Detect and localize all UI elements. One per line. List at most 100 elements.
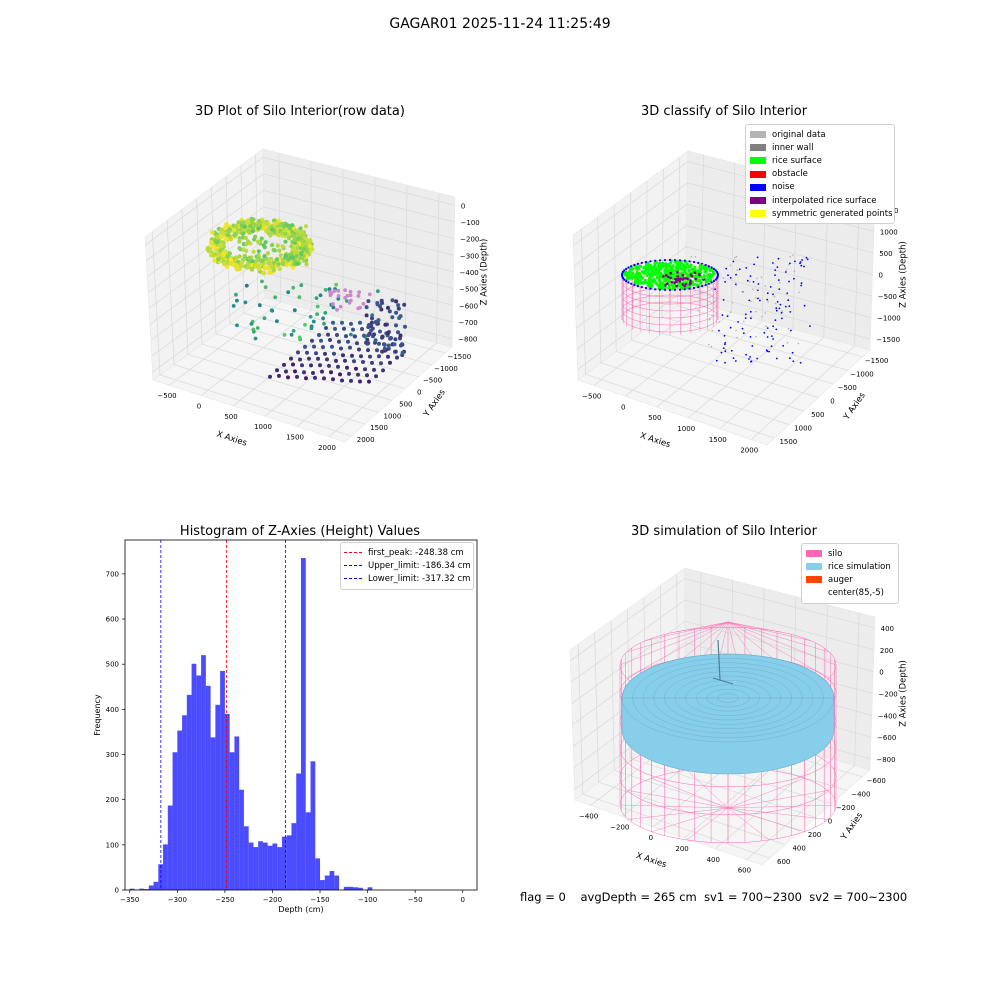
chart2-rice-point <box>646 272 650 276</box>
chart1-point <box>279 231 285 236</box>
chart2-noise-point <box>726 315 729 318</box>
chart1-point <box>377 354 381 359</box>
chart2-original-point <box>785 293 788 295</box>
chart1-point <box>331 320 335 325</box>
chart1-point <box>346 339 350 344</box>
chart2-noise-point <box>692 286 696 290</box>
chart2-noise-point <box>714 278 717 281</box>
chart2-noise-point <box>725 267 728 270</box>
chart4-rice-body <box>621 697 835 775</box>
chart1-point <box>280 244 285 249</box>
chart1-point <box>396 303 401 308</box>
chart2-noise-point <box>621 270 625 273</box>
chart1-point <box>336 288 341 293</box>
chart3-bar <box>329 871 335 890</box>
chart2-interp-point <box>664 284 667 287</box>
chart1-point <box>289 332 294 337</box>
chart4-rice-mesh <box>696 684 760 712</box>
chart3-y-tick-label: 300 <box>106 751 119 759</box>
chart2-noise-point <box>751 345 754 347</box>
chart1-point <box>314 296 319 300</box>
chart1-point <box>263 240 268 245</box>
chart4-silo-floor-line <box>686 769 729 809</box>
chart3-bar <box>320 880 325 890</box>
chart1-point <box>327 287 332 292</box>
chart1-point <box>395 355 399 360</box>
chart4-z-tick-label: −400 <box>878 712 897 720</box>
chart1-point <box>307 356 311 361</box>
chart4-silo-roof-line <box>709 621 729 628</box>
chart4-rice-mesh <box>664 671 792 725</box>
chart2-legend-swatch <box>750 131 766 139</box>
chart1-point <box>370 360 374 365</box>
chart1-point <box>241 231 246 236</box>
chart1-point <box>300 238 305 243</box>
chart2-noise-point <box>658 288 662 291</box>
chart1-point <box>365 373 369 378</box>
chart1-point <box>379 361 383 366</box>
chart1-point <box>372 332 377 337</box>
chart1-point <box>297 335 302 340</box>
chart1-z-tick-label: −200 <box>460 236 479 244</box>
chart2-noise-point <box>766 292 769 295</box>
chart1-point <box>367 292 372 297</box>
chart3-x-axis-label: Depth (cm) <box>278 905 323 914</box>
chart2-rice-point <box>699 281 703 285</box>
chart2-z-tick-label: 500 <box>879 250 892 258</box>
chart2-original-point <box>785 269 788 271</box>
chart2-original-point <box>760 276 763 278</box>
chart4-legend-label: center(85,-5) <box>828 588 884 599</box>
chart1-point <box>265 251 270 256</box>
chart2-noise-point <box>692 260 696 264</box>
chart2-rice-point <box>671 287 675 291</box>
chart1-point <box>289 356 293 361</box>
chart1-point <box>242 224 247 229</box>
chart2-noise-point <box>714 288 716 291</box>
chart3-bar <box>324 875 330 890</box>
chart1-point <box>373 338 378 343</box>
chart4-x-axis-label: X Axies <box>635 851 668 870</box>
chart2-original-point <box>789 255 791 258</box>
chart1-point <box>247 255 252 260</box>
chart3-bar <box>215 704 221 890</box>
chart2-interp-point <box>689 279 692 282</box>
chart2-noise-point <box>805 256 808 259</box>
chart3-bars <box>129 558 373 890</box>
chart1-point <box>355 341 359 346</box>
chart2-noise-point <box>723 343 726 346</box>
chart2-noise-point <box>654 259 657 262</box>
chart1-point <box>383 322 388 327</box>
chart1-point <box>382 346 387 351</box>
chart1-x-tick-label: 2000 <box>318 444 336 452</box>
chart3-y-tick-label: 400 <box>106 706 119 714</box>
chart2-legend-entry: symmetric generated points <box>750 207 893 220</box>
chart2-legend-label: noise <box>772 182 795 193</box>
chart2-z-tick-label: −1000 <box>877 315 901 323</box>
chart2-rice-point <box>672 272 676 276</box>
chart2-original-point <box>797 342 800 345</box>
chart1-point <box>286 290 291 295</box>
chart2-noise-point <box>729 326 732 329</box>
chart2-noise-point <box>793 277 795 280</box>
chart1-point <box>243 235 248 240</box>
chart2-rice-point <box>678 273 682 278</box>
chart2-original-point <box>736 336 738 339</box>
chart1-point <box>385 331 390 336</box>
chart4-y-tick-label: −400 <box>851 790 870 798</box>
chart2-original-point <box>786 341 789 344</box>
chart2-original-point <box>716 312 718 315</box>
chart2-noise-point <box>744 313 747 316</box>
chart2-rice-point <box>679 286 683 290</box>
chart3-legend-swatch <box>344 578 362 580</box>
chart1-y-gridline <box>152 231 352 437</box>
chart2-interp-point <box>669 276 672 280</box>
chart2-noise-point <box>727 274 729 277</box>
chart2-rice-point <box>664 267 668 271</box>
chart1-title: 3D Plot of Silo Interior(row data) <box>195 104 405 119</box>
chart3-x-tick-label: 0 <box>460 896 464 904</box>
chart1-point <box>298 226 303 231</box>
chart1-point <box>366 348 370 353</box>
chart1-point <box>393 337 398 342</box>
chart2-rice-point <box>646 265 650 269</box>
chart1-point <box>211 244 216 250</box>
